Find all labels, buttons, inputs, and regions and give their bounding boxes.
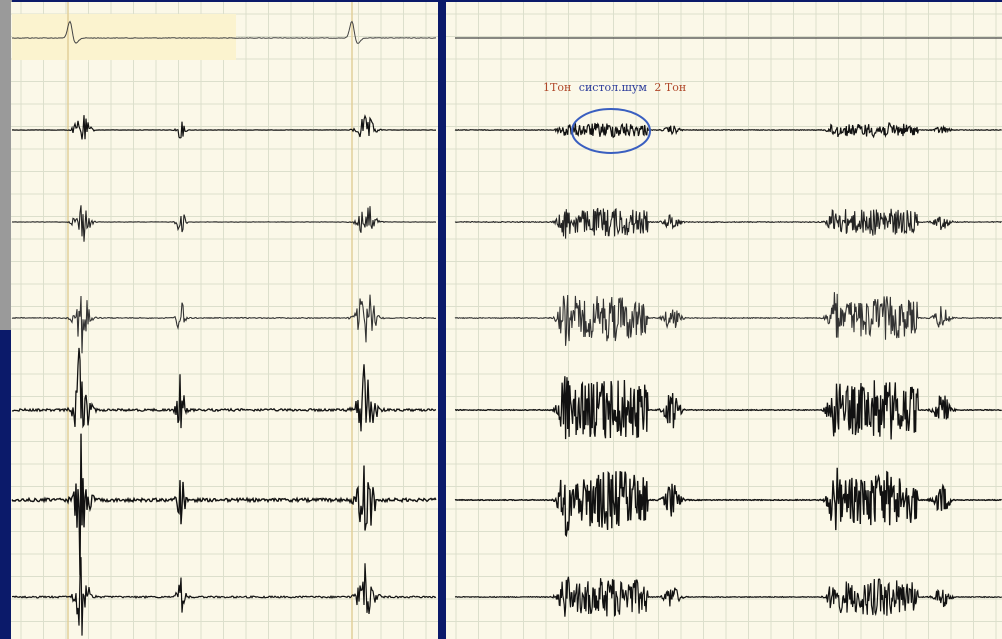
annotation: 1Тон систол.шум 2 Тон bbox=[543, 81, 686, 94]
left-panel bbox=[11, 2, 438, 639]
tone1-label: 1Тон bbox=[543, 81, 571, 94]
left-edge-image bbox=[0, 0, 12, 330]
tone2-label: 2 Тон bbox=[654, 81, 686, 94]
phonocardiogram-screenshot: 1Тон систол.шум 2 Тон bbox=[0, 0, 1002, 639]
right-panel bbox=[446, 2, 1002, 639]
page: 1Тон систол.шум 2 Тон (() => { const dat… bbox=[0, 0, 1002, 639]
murmur-label: систол.шум bbox=[579, 81, 648, 94]
ecg-box bbox=[12, 14, 236, 60]
